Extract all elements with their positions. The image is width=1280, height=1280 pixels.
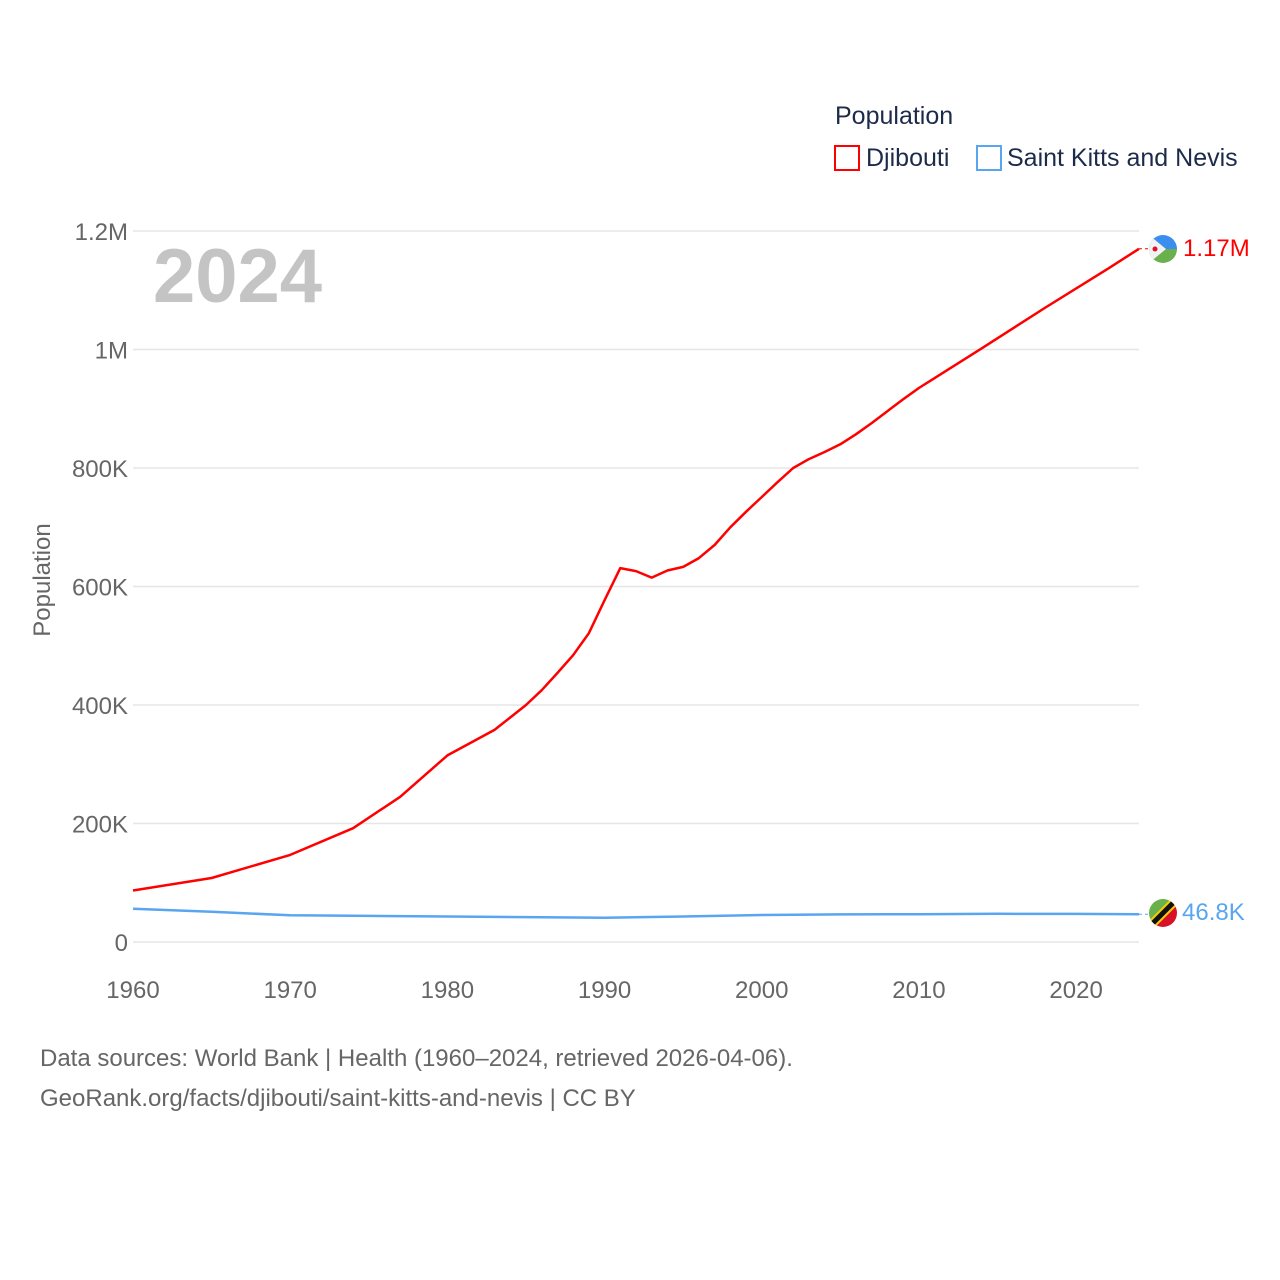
x-tick-label: 1990 — [578, 977, 631, 1004]
y-tick-label: 200K — [72, 812, 128, 839]
legend-item-djibouti[interactable]: Djibouti — [834, 144, 949, 172]
x-tick-label: 2020 — [1049, 977, 1102, 1004]
y-tick-label: 400K — [72, 693, 128, 720]
series-line-djibouti — [132, 247, 1140, 892]
y-tick-label: 1M — [95, 338, 128, 365]
legend-label-djibouti: Djibouti — [866, 144, 949, 172]
x-tick-label: 1960 — [106, 977, 159, 1004]
year-watermark: 2024 — [153, 234, 322, 319]
y-axis-label: Population — [29, 523, 56, 636]
djibouti-flag-icon — [1149, 235, 1177, 263]
y-tick-label: 800K — [72, 456, 128, 483]
x-tick-label: 2000 — [735, 977, 788, 1004]
legend-label-saint-kitts-and-nevis: Saint Kitts and Nevis — [1007, 144, 1238, 172]
legend: Population Djibouti Saint Kitts and Nevi… — [834, 102, 1238, 172]
saint-kitts-and-nevis-end-label: 46.8K — [1182, 899, 1245, 926]
footer-sources: Data sources: World Bank | Health (1960–… — [40, 1045, 793, 1072]
y-tick-label: 600K — [72, 575, 128, 602]
djibouti-end-label: 1.17M — [1183, 235, 1250, 262]
legend-swatch-saint-kitts-and-nevis — [976, 145, 1002, 171]
x-tick-label: 1980 — [421, 977, 474, 1004]
series-line-saint-kitts-and-nevis — [132, 907, 1140, 919]
footer-link[interactable]: GeoRank.org/facts/djibouti/saint-kitts-a… — [40, 1085, 636, 1112]
legend-swatch-djibouti — [834, 145, 860, 171]
x-tick-label: 1970 — [263, 977, 316, 1004]
y-tick-label: 0 — [115, 930, 128, 957]
saint-kitts-and-nevis-flag-icon — [1149, 899, 1177, 927]
x-tick-label: 2010 — [892, 977, 945, 1004]
legend-title: Population — [835, 102, 953, 130]
legend-item-saint-kitts-and-nevis[interactable]: Saint Kitts and Nevis — [976, 144, 1238, 172]
y-tick-label: 1.2M — [75, 219, 128, 246]
